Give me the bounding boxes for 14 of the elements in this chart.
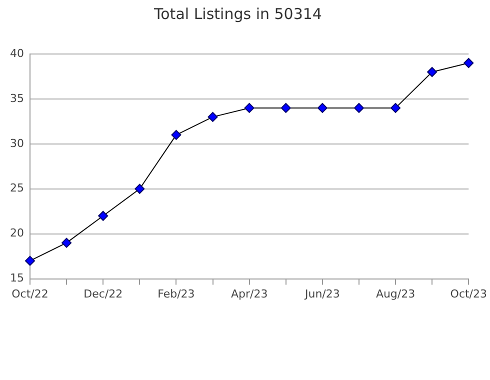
x-tick-label: Oct/22 [12,287,48,300]
x-tick-label: Dec/22 [84,287,123,300]
chart-title: Total Listings in 50314 [153,4,322,23]
y-tick-label: 30 [10,136,24,150]
y-tick-label: 40 [10,46,24,60]
y-tick-label: 15 [10,272,24,285]
y-tick-label: 35 [10,92,24,105]
y-tick-label: 25 [10,182,24,195]
x-tick-label: Oct/23 [450,287,488,300]
x-tick-label: Feb/23 [158,287,195,300]
x-tick-label: Apr/23 [230,287,268,300]
x-tick-label: Jun/23 [304,287,340,300]
y-tick-label: 20 [10,226,24,240]
x-tick-label: Aug/23 [376,287,416,300]
